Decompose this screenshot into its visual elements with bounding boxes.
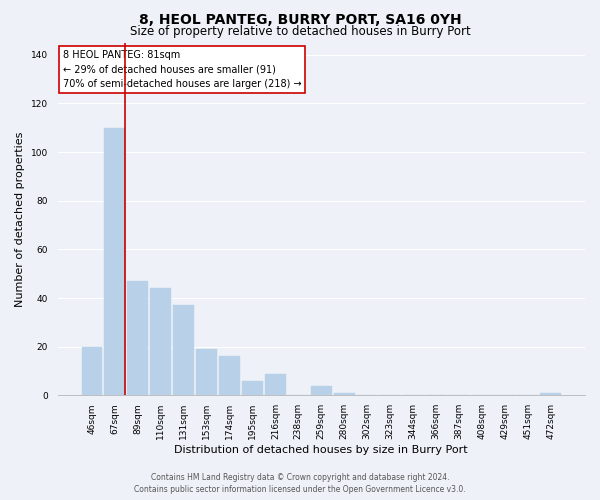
X-axis label: Distribution of detached houses by size in Burry Port: Distribution of detached houses by size … — [175, 445, 468, 455]
Bar — [196, 349, 217, 396]
Bar — [541, 393, 561, 396]
Bar — [104, 128, 125, 396]
Bar — [151, 288, 171, 396]
Bar — [173, 306, 194, 396]
Text: Size of property relative to detached houses in Burry Port: Size of property relative to detached ho… — [130, 25, 470, 38]
Bar — [265, 374, 286, 396]
Bar — [219, 356, 240, 396]
Text: 8 HEOL PANTEG: 81sqm
← 29% of detached houses are smaller (91)
70% of semi-detac: 8 HEOL PANTEG: 81sqm ← 29% of detached h… — [63, 50, 301, 89]
Bar — [334, 393, 355, 396]
Bar — [242, 381, 263, 396]
Y-axis label: Number of detached properties: Number of detached properties — [15, 132, 25, 306]
Text: 8, HEOL PANTEG, BURRY PORT, SA16 0YH: 8, HEOL PANTEG, BURRY PORT, SA16 0YH — [139, 12, 461, 26]
Text: Contains HM Land Registry data © Crown copyright and database right 2024.
Contai: Contains HM Land Registry data © Crown c… — [134, 472, 466, 494]
Bar — [311, 386, 332, 396]
Bar — [82, 347, 102, 396]
Bar — [127, 281, 148, 396]
